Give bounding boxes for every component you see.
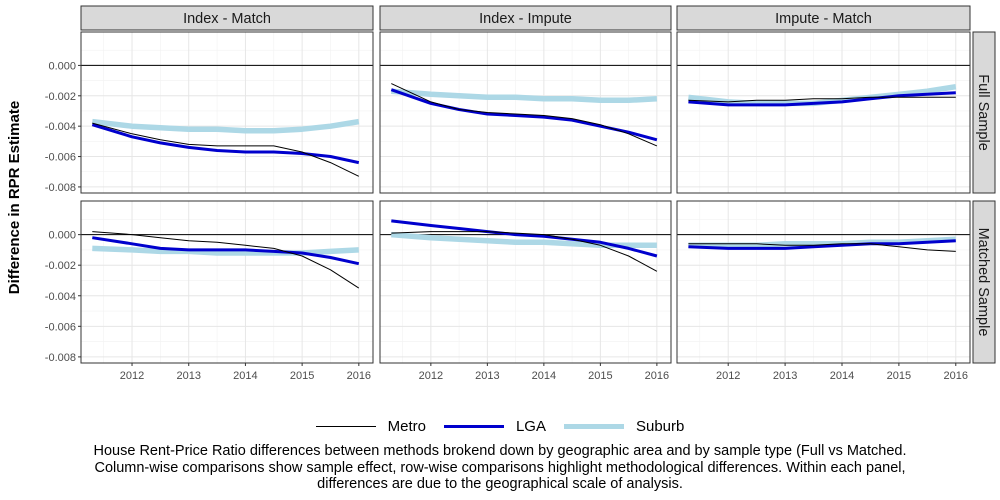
x-tick-label: 2012 <box>716 370 740 382</box>
panel-r2-c1-series-metro <box>92 231 360 289</box>
x-tick-label: 2014 <box>532 370 556 382</box>
facet-strip-label-matched-sample: Matched Sample <box>975 228 991 337</box>
panel-r2-c1-background <box>81 201 373 363</box>
facet-line-chart: Difference in RPR Estimate Index - Match I… <box>6 5 996 382</box>
panel-r1-c2-series-suburb <box>391 88 658 104</box>
x-tick-label: 2016 <box>944 370 968 382</box>
facet-strip-full-sample <box>972 31 996 194</box>
facet-strip-label-index-impute: Index - Impute <box>479 11 572 27</box>
panel-r2-c3-border <box>676 200 971 364</box>
panel-r1-c1-series-lga <box>91 123 360 165</box>
legend: Metro LGA Suburb <box>0 412 1000 440</box>
facet-strip-label-index-match: Index - Match <box>183 11 271 27</box>
x-tick-label: 2014 <box>233 370 257 382</box>
panel-r2-c1-border <box>80 200 374 364</box>
x-tick-label: 2013 <box>773 370 797 382</box>
facet-strip-index-match <box>80 5 374 31</box>
y-tick-label: -0.008 <box>45 182 76 194</box>
y-tick-label: -0.006 <box>45 321 76 333</box>
panel-r1-c1-series-suburb <box>91 118 360 134</box>
caption-line-1: House Rent-Price Ratio differences betwe… <box>93 443 907 459</box>
panel-r2-c2-series-lga <box>391 219 658 258</box>
panel-r1-c1-background <box>81 32 373 193</box>
panel-r1-c2-border <box>379 31 672 194</box>
legend-swatch-metro <box>315 425 376 427</box>
panel-r1-c2-series-metro <box>391 83 658 147</box>
y-tick-label: -0.004 <box>45 291 76 303</box>
x-tick-label: 2013 <box>176 370 200 382</box>
panel-r2-c2-background <box>380 201 671 363</box>
y-tick-label: -0.008 <box>45 352 76 364</box>
facet-strip-index-impute <box>379 5 672 31</box>
caption-line-2: Column-wise comparisons show sample effe… <box>94 459 906 476</box>
legend-item-suburb: Suburb <box>563 417 685 435</box>
x-tick-label: 2013 <box>475 370 499 382</box>
y-tick-label: 0.000 <box>48 60 76 72</box>
panel-r1-c3-series-metro <box>688 96 956 103</box>
y-axis-title: Difference in RPR Estimate <box>6 101 23 294</box>
x-tick-label: 2015 <box>887 370 911 382</box>
y-tick-label: 0.000 <box>48 230 76 242</box>
panel-r1-c2-background <box>380 32 671 193</box>
panel-r1-c3-border <box>676 31 971 194</box>
legend-label-suburb: Suburb <box>635 417 685 435</box>
x-tick-label: 2015 <box>588 370 612 382</box>
facet-strip-label-impute-match: Impute - Match <box>775 11 872 27</box>
x-tick-label: 2014 <box>830 370 854 382</box>
y-tick-label: -0.006 <box>45 152 76 164</box>
panel-r2-c3-series-suburb <box>688 236 956 249</box>
x-tick-label: 2012 <box>419 370 443 382</box>
panel-r1-c3-background <box>677 32 970 193</box>
facet-strip-matched-sample <box>972 200 996 364</box>
y-tick-label: -0.002 <box>45 260 76 272</box>
x-tick-label: 2016 <box>645 370 669 382</box>
legend-label-metro: Metro <box>387 417 426 435</box>
panel-r1-c1-border <box>80 31 374 194</box>
facet-strip-label-full-sample: Full Sample <box>975 74 991 151</box>
panel-r2-c3-series-lga <box>688 239 956 250</box>
x-tick-label: 2012 <box>120 370 144 382</box>
panel-r2-c2-border <box>379 200 672 364</box>
panel-r1-c3-series-lga <box>688 91 956 107</box>
legend-swatch-suburb <box>563 423 624 429</box>
panel-r2-c3-series-metro <box>688 243 956 252</box>
y-tick-label: -0.004 <box>45 121 76 133</box>
legend-item-metro: Metro <box>315 417 426 435</box>
panel-r1-c1-series-metro <box>92 122 360 177</box>
panel-r2-c2-series-metro <box>391 231 658 272</box>
y-tick-label: -0.002 <box>45 91 76 103</box>
legend-item-lga: LGA <box>443 417 546 435</box>
caption-line-3: differences are due to the geographical … <box>317 476 683 492</box>
panel-r2-c3-background <box>677 201 970 363</box>
facet-strip-impute-match <box>676 5 971 31</box>
panel-r2-c1-series-suburb <box>92 245 359 256</box>
panel-r2-c1-series-lga <box>92 236 360 266</box>
x-tick-label: 2015 <box>290 370 314 382</box>
x-tick-label: 2016 <box>347 370 371 382</box>
legend-swatch-lga <box>443 424 504 428</box>
legend-label-lga: LGA <box>515 417 546 435</box>
figure-caption: House Rent-Price Ratio differences betwe… <box>20 443 980 493</box>
